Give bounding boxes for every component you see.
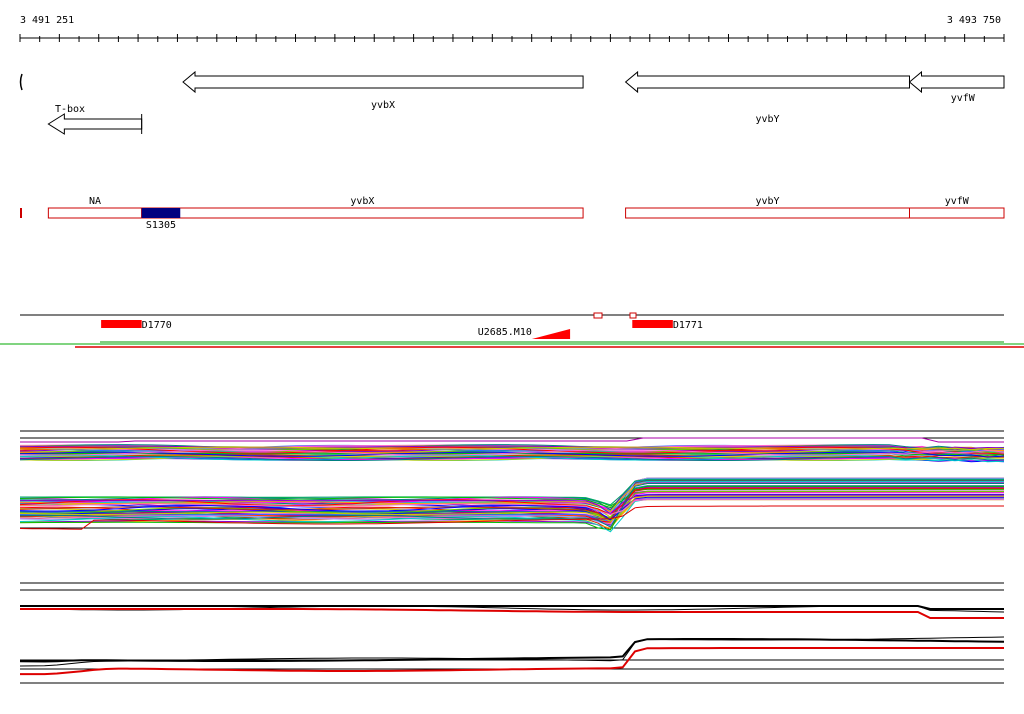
profile-curve: [19, 456, 1005, 461]
profile-curve: [20, 494, 1004, 515]
profile-curve: [19, 488, 1004, 509]
profile-curve: [19, 449, 1005, 456]
profile-curve: [20, 492, 1004, 523]
gene-arrow-yvby[interactable]: [624, 70, 910, 94]
segment-box-na[interactable]: [47, 207, 143, 219]
segment-highlight-label: S1305: [146, 220, 176, 231]
feature-label-d1771: D1771: [673, 320, 703, 331]
segment-label-yvbx: yvbX: [350, 196, 374, 207]
gene-label-yvby: yvbY: [756, 114, 780, 125]
segment-left-edge: [20, 208, 22, 218]
profile-curve: [20, 437, 1004, 443]
ruler-ticks: [19, 34, 1005, 42]
tbox-arrow[interactable]: [47, 113, 143, 135]
segment-label-yvby: yvbY: [756, 196, 780, 207]
selected-curve: [19, 636, 1005, 667]
selected-curve: [20, 647, 1004, 676]
segment-box-yvby[interactable]: [625, 207, 910, 219]
gene-arrow-yvfw[interactable]: [908, 70, 1005, 94]
segment-highlight-s1305[interactable]: [141, 208, 181, 218]
selected-curve: [20, 608, 1004, 619]
selected-curves: [19, 605, 1005, 676]
profile-curve: [19, 445, 1005, 450]
segment-track: NA yvbX yvbY yvfW S1305: [20, 196, 1005, 231]
profile-curve: [19, 456, 1004, 461]
gene-label-yvbx: yvbX: [371, 100, 395, 111]
profile-curve: [19, 451, 1005, 458]
profile-curves: [19, 437, 1005, 533]
feature-track: D1770 D1771 U2685.M10: [0, 312, 1024, 348]
feature-d1770[interactable]: [101, 320, 142, 328]
coordinate-ruler: 3 491 251 3 493 750: [19, 15, 1005, 42]
gene-annotation-track: yvbX yvbY yvfW T-box: [19, 70, 1005, 135]
profile-curve: [19, 481, 1004, 510]
feature-label-u2685-m10: U2685.M10: [478, 327, 532, 338]
profile-curve: [19, 496, 1004, 521]
partial-gene-mark: [19, 73, 23, 91]
feature-u2685-m10-wedge[interactable]: [531, 329, 571, 339]
feature-d1771[interactable]: [632, 320, 673, 328]
profile-curve: [19, 479, 1004, 520]
profile-curve: [19, 446, 1005, 451]
profile-curve: [19, 499, 1004, 515]
profile-curve: [19, 444, 1005, 450]
profile-curve: [19, 483, 1004, 528]
segment-box-yvfw[interactable]: [908, 207, 1005, 219]
segment-box-yvbx[interactable]: [141, 207, 584, 219]
profile-curve: [19, 445, 1005, 453]
ruler-start-label: 3 491 251: [20, 15, 74, 26]
profile-curve: [19, 505, 1004, 530]
profile-curve: [19, 485, 1004, 531]
feature-label-d1770: D1770: [142, 320, 172, 331]
feature-small-marker-a: [593, 312, 603, 319]
feature-small-marker-b: [629, 312, 637, 319]
profile-curve: [19, 495, 1004, 522]
tbox-label: T-box: [55, 104, 85, 115]
ruler-end-label: 3 493 750: [947, 15, 1001, 26]
profile-curve: [19, 477, 1004, 528]
segment-label-na: NA: [89, 196, 101, 207]
expression-profile-panel: [19, 430, 1005, 533]
gene-arrow-yvbx[interactable]: [182, 70, 584, 94]
segment-label-yvfw: yvfW: [945, 196, 970, 207]
gene-label-yvfw: yvfW: [951, 93, 976, 104]
selected-curve: [19, 638, 1005, 663]
selected-profile-panel: [19, 582, 1005, 684]
